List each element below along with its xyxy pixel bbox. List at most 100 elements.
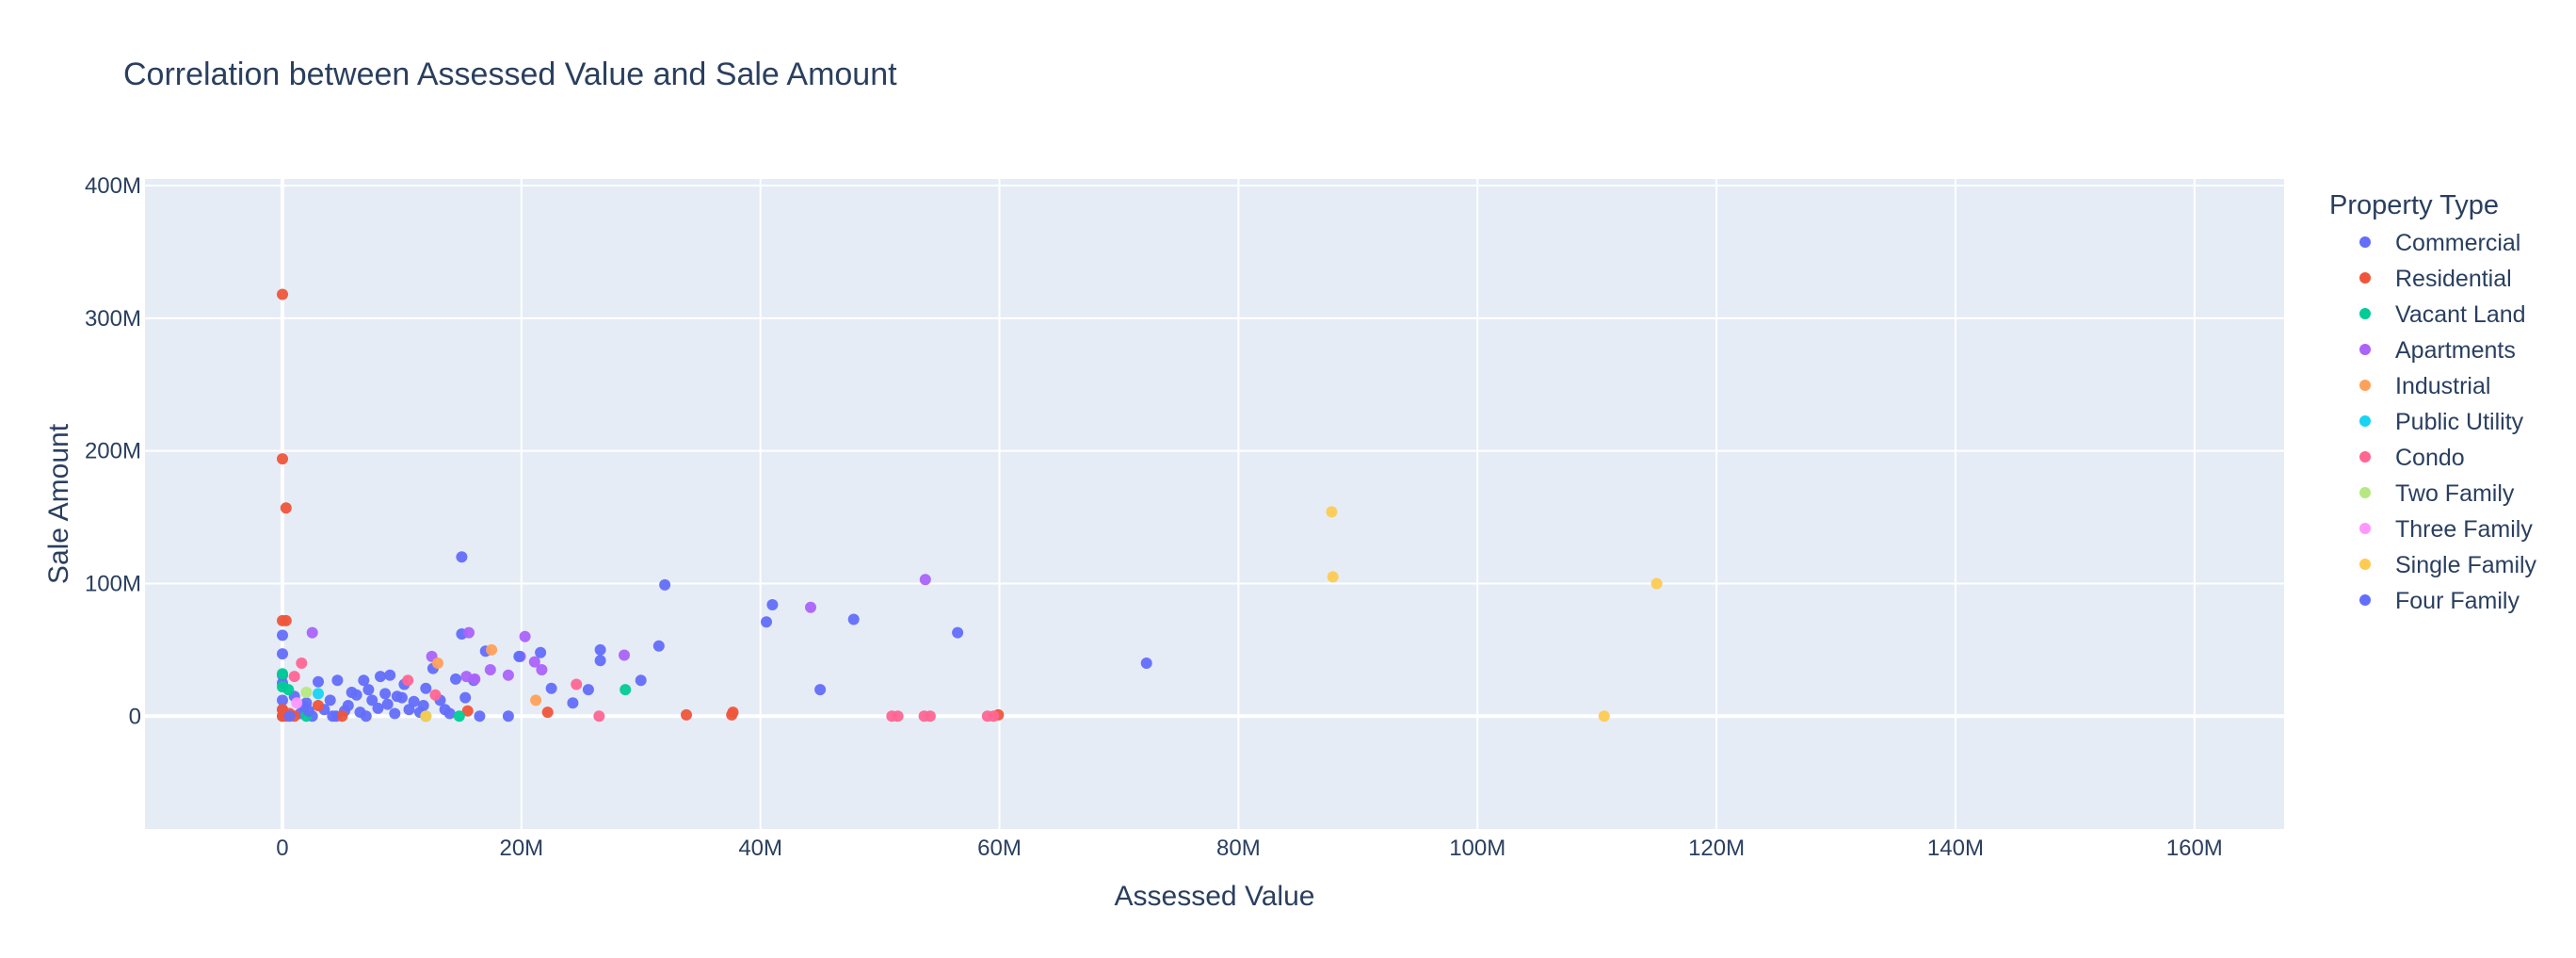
data-point (456, 551, 468, 563)
legend-label: Apartments (2395, 337, 2516, 364)
data-point (384, 669, 396, 681)
legend-item[interactable]: Condo (2359, 445, 2465, 471)
data-point (594, 655, 606, 667)
data-point (296, 658, 308, 669)
data-point (459, 691, 472, 704)
legend-items: Commercial Residential Vacant Land Apartmen… (2359, 230, 2537, 614)
legend-item[interactable]: Apartments (2359, 337, 2516, 364)
y-tick-label: 100M (85, 571, 141, 596)
data-point (502, 710, 514, 723)
data-point (313, 688, 324, 700)
x-tick-label: 80M (1216, 836, 1261, 861)
data-point (652, 640, 665, 652)
plot-area (145, 179, 2284, 829)
y-tick-label: 0 (129, 704, 141, 729)
data-point (1140, 658, 1152, 669)
data-point (659, 578, 671, 591)
data-point (847, 613, 860, 625)
data-point (528, 656, 540, 668)
data-point (474, 710, 486, 723)
data-point (306, 626, 318, 639)
data-point (280, 502, 292, 514)
data-point (358, 674, 370, 687)
data-point (277, 648, 288, 660)
data-point (726, 708, 738, 721)
data-point (619, 649, 630, 661)
data-point (761, 616, 772, 628)
x-tick-label: 60M (977, 836, 1022, 861)
data-point (484, 664, 496, 675)
legend-item[interactable]: Industrial (2359, 373, 2490, 399)
data-point (571, 678, 583, 690)
data-point (541, 706, 554, 719)
legend-marker (2359, 308, 2371, 319)
legend-marker (2359, 380, 2371, 391)
data-point (924, 710, 936, 723)
data-point (313, 700, 324, 711)
data-points (277, 288, 1663, 723)
legend-marker (2359, 487, 2371, 498)
data-point (277, 668, 288, 680)
legend-item[interactable]: Two Family (2359, 480, 2515, 507)
data-point (805, 601, 816, 613)
data-point (469, 673, 481, 685)
data-point (594, 643, 606, 656)
legend-label: Single Family (2395, 552, 2537, 578)
data-point (331, 674, 344, 687)
data-point (1326, 506, 1338, 518)
data-point (535, 646, 547, 658)
data-point (681, 708, 692, 721)
data-point (381, 698, 394, 710)
legend-item[interactable]: Commercial (2359, 230, 2520, 256)
data-point (277, 288, 288, 300)
data-point (486, 643, 498, 656)
data-point (593, 710, 605, 723)
data-point (463, 626, 475, 639)
x-tick-label: 20M (499, 836, 543, 861)
legend-item[interactable]: Public Utility (2359, 409, 2524, 435)
data-point (379, 688, 392, 700)
data-point (420, 682, 432, 694)
legend-item[interactable]: Residential (2359, 266, 2512, 292)
data-point (1598, 710, 1610, 723)
data-point (402, 674, 414, 687)
data-point (536, 664, 548, 675)
legend-marker (2359, 594, 2371, 606)
legend-item[interactable]: Vacant Land (2359, 301, 2526, 328)
data-point (302, 705, 314, 717)
data-point (277, 629, 288, 641)
legend-item[interactable]: Single Family (2359, 552, 2537, 578)
data-point (362, 684, 375, 696)
data-point (300, 687, 313, 698)
axis-ticks: 0 20M 40M 60M 80M 100M 120M 140M 160M 0 100M 200M 30… (85, 173, 2223, 861)
data-point (389, 707, 401, 720)
legend-marker (2359, 523, 2371, 534)
data-point (336, 710, 348, 723)
data-point (919, 574, 931, 586)
data-point (988, 710, 1000, 723)
data-point (342, 700, 354, 711)
legend-label: Two Family (2395, 480, 2515, 507)
data-point (429, 689, 442, 701)
data-point (502, 669, 514, 681)
y-tick-label: 300M (85, 306, 141, 332)
data-point (635, 674, 647, 687)
data-point (282, 684, 295, 696)
legend-label: Three Family (2395, 516, 2533, 543)
legend-marker (2359, 559, 2371, 570)
legend-marker (2359, 272, 2371, 284)
legend-label: Residential (2395, 266, 2512, 292)
legend-marker (2359, 344, 2371, 355)
data-point (443, 707, 456, 720)
data-point (1327, 571, 1339, 583)
data-point (461, 705, 474, 717)
legend-item[interactable]: Four Family (2359, 588, 2520, 614)
data-point (519, 630, 531, 642)
data-point (453, 710, 465, 723)
legend-item[interactable]: Three Family (2359, 516, 2533, 543)
x-tick-label: 100M (1449, 836, 1505, 861)
legend-marker (2359, 415, 2371, 427)
data-point (1650, 577, 1663, 590)
